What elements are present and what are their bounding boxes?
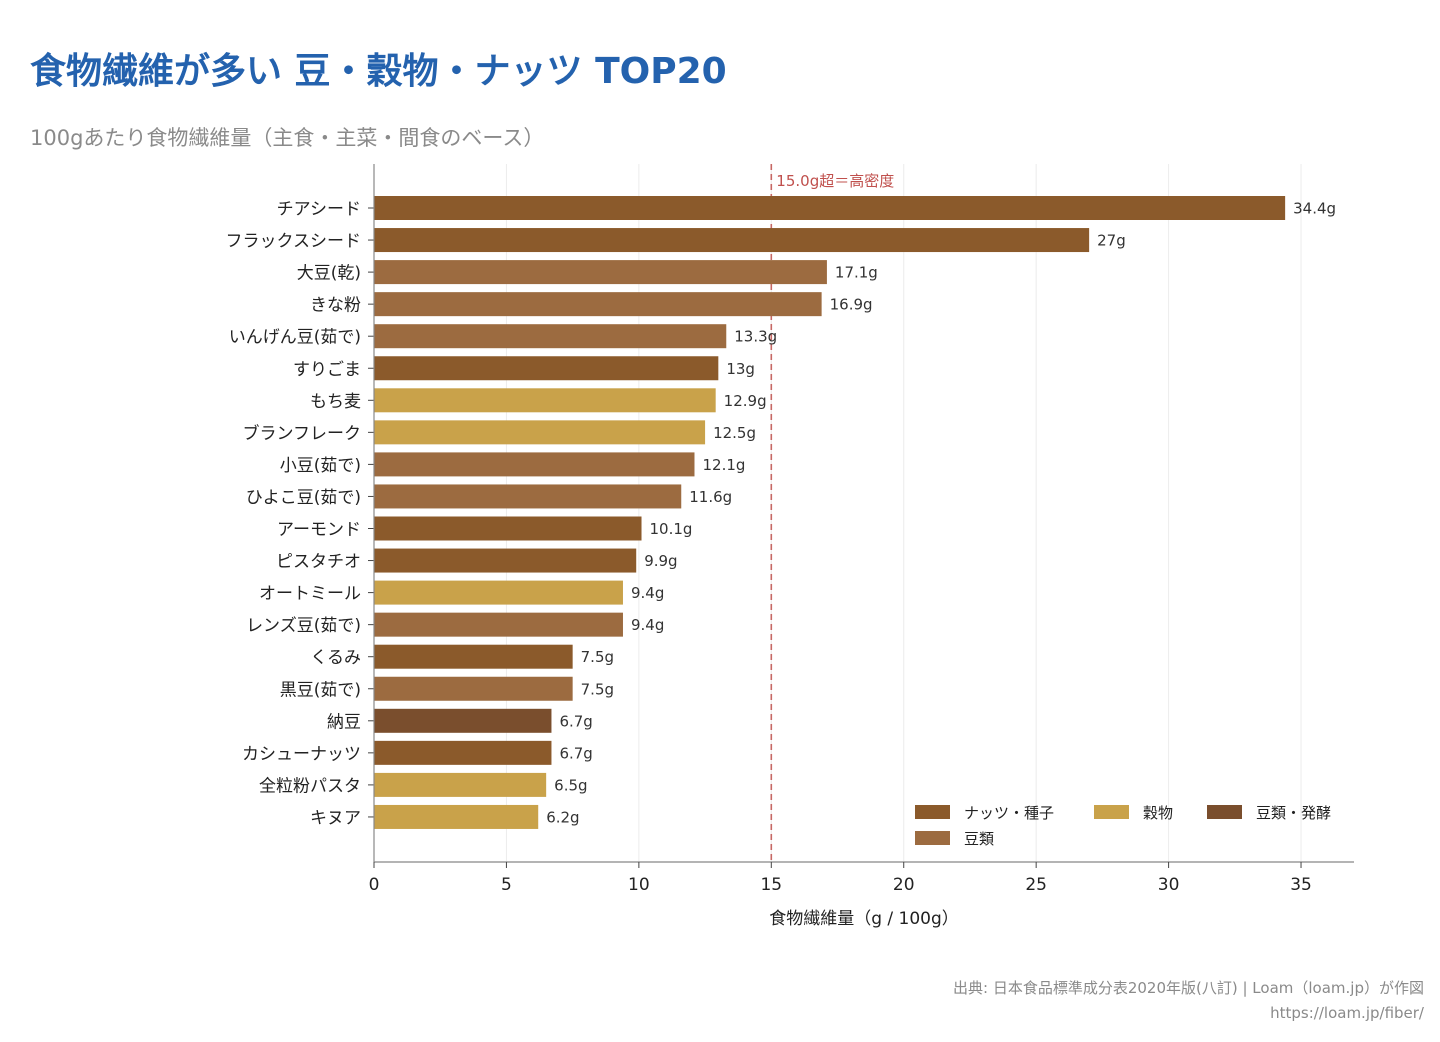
x-tick-label: 35 xyxy=(1290,875,1312,895)
value-label: 13g xyxy=(726,360,755,378)
bar xyxy=(374,324,727,349)
x-tick-label: 30 xyxy=(1158,875,1180,895)
value-label: 17.1g xyxy=(835,264,878,282)
category-label: フラックスシード xyxy=(226,232,362,252)
bar xyxy=(374,292,822,317)
bar xyxy=(374,228,1090,253)
x-tick-label: 15 xyxy=(760,875,782,895)
source-note: 出典: 日本食品標準成分表2020年版(八訂) | Loam（loam.jp）が… xyxy=(953,976,1424,1026)
bar xyxy=(374,772,547,797)
chart-title: 食物繊維が多い 豆・穀物・ナッツ TOP20 xyxy=(30,51,727,92)
bar xyxy=(374,644,573,669)
value-label: 12.1g xyxy=(702,456,745,474)
category-label: レンズ豆(茹で) xyxy=(246,616,361,636)
legend-label: 豆類 xyxy=(964,830,994,848)
category-label: もち麦 xyxy=(310,392,361,412)
bar xyxy=(374,388,716,413)
bar xyxy=(374,420,706,445)
category-label: カシューナッツ xyxy=(242,744,361,764)
category-label: ブランフレーク xyxy=(243,423,362,444)
legend-label: 豆類・発酵 xyxy=(1256,804,1331,822)
bar xyxy=(374,196,1286,220)
bar xyxy=(374,804,539,829)
chart-subtitle: 100gあたり食物繊維量（主食・主菜・間食のベース） xyxy=(30,126,545,150)
bar xyxy=(374,740,552,765)
bar xyxy=(374,676,573,701)
category-label: すりごま xyxy=(293,360,361,380)
value-label: 12.9g xyxy=(724,392,767,410)
value-label: 12.5g xyxy=(713,424,756,442)
category-label: くるみ xyxy=(310,648,361,668)
value-label: 6.7g xyxy=(559,712,592,730)
value-label: 9.9g xyxy=(644,552,677,570)
category-label: ピスタチオ xyxy=(276,552,361,572)
source-url: https://loam.jp/fiber/ xyxy=(1270,1004,1424,1022)
legend-label: 穀物 xyxy=(1143,804,1173,822)
bar xyxy=(374,708,552,733)
value-label: 10.1g xyxy=(650,520,693,538)
category-label: アーモンド xyxy=(277,520,361,540)
bar xyxy=(374,356,719,381)
value-label: 13.3g xyxy=(734,328,777,346)
legend-label: ナッツ・種子 xyxy=(964,804,1054,822)
category-label: きな粉 xyxy=(310,296,361,316)
value-label: 7.5g xyxy=(581,680,614,698)
category-label: 小豆(茹で) xyxy=(280,456,361,476)
value-label: 34.4g xyxy=(1293,200,1336,218)
legend-swatch xyxy=(1094,805,1129,819)
value-label: 6.7g xyxy=(559,744,592,762)
value-label: 16.9g xyxy=(830,296,873,314)
category-label: オートミール xyxy=(259,584,361,604)
source-text: 出典: 日本食品標準成分表2020年版(八訂) | Loam（loam.jp）が… xyxy=(953,979,1424,997)
value-label: 27g xyxy=(1097,232,1126,250)
x-axis-label: 食物繊維量（g / 100g） xyxy=(769,909,959,929)
legend-swatch xyxy=(915,831,950,845)
category-label: 全粒粉パスタ xyxy=(259,776,361,796)
bar xyxy=(374,484,682,509)
bar xyxy=(374,452,695,477)
x-tick-label: 0 xyxy=(369,875,380,895)
x-tick-label: 10 xyxy=(628,875,650,895)
category-label: いんげん豆(茹で) xyxy=(229,328,361,348)
category-label: キヌア xyxy=(310,808,361,828)
bar-layer: 34.4g 27g 17.1g 16.9g 13.3g 13g 12.9g 12.5g 12.1… xyxy=(374,196,1336,829)
legend-swatch xyxy=(1207,805,1242,819)
bar xyxy=(374,516,642,541)
x-tick-label: 5 xyxy=(501,875,512,895)
bar xyxy=(374,260,827,285)
category-label: 大豆(乾) xyxy=(297,264,361,284)
bar xyxy=(374,580,623,605)
x-tick-label: 25 xyxy=(1025,875,1047,895)
value-label: 6.2g xyxy=(546,808,579,826)
value-label: 9.4g xyxy=(631,616,664,634)
value-label: 11.6g xyxy=(689,488,732,506)
category-label: ひよこ豆(茹で) xyxy=(246,488,361,508)
value-label: 6.5g xyxy=(554,776,587,794)
category-label: チアシード xyxy=(277,200,361,220)
bar xyxy=(374,612,623,637)
value-label: 7.5g xyxy=(581,648,614,666)
bar xyxy=(374,548,637,573)
category-label: 納豆 xyxy=(327,712,361,732)
category-label: 黒豆(茹で) xyxy=(280,680,361,700)
reference-line-layer: 15.0g超＝高密度 xyxy=(770,164,894,862)
value-label: 9.4g xyxy=(631,584,664,602)
reference-line-label: 15.0g超＝高密度 xyxy=(776,172,894,190)
legend-swatch xyxy=(915,805,950,819)
x-tick-label: 20 xyxy=(893,875,915,895)
